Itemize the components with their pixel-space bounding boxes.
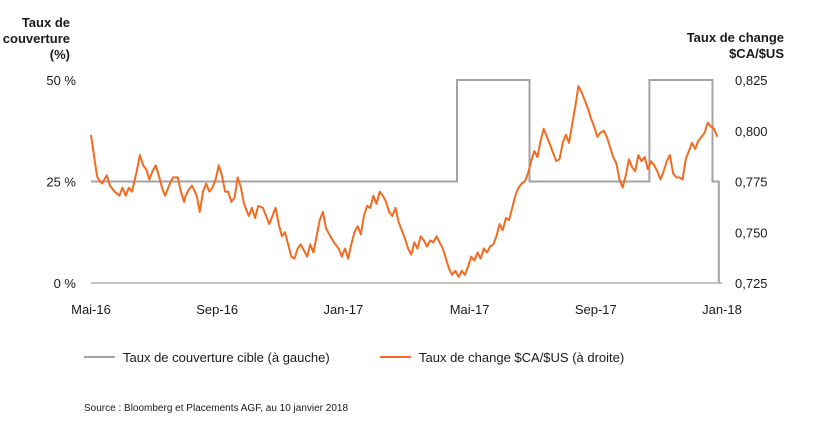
right-axis-ticks: 0,825 0,800 0,775 0,750 0,725 xyxy=(735,73,768,291)
x-tick-label: Sep-17 xyxy=(575,302,617,317)
right-tick-label: 0,775 xyxy=(735,175,768,190)
left-axis-title-line: Taux de xyxy=(22,15,70,30)
x-tick-label: Sep-16 xyxy=(196,302,238,317)
right-tick-label: 0,800 xyxy=(735,124,768,139)
left-tick-label: 0 % xyxy=(54,276,77,291)
right-axis-title-line: Taux de change xyxy=(687,30,784,45)
x-tick-label: Jan-18 xyxy=(702,302,742,317)
right-tick-label: 0,825 xyxy=(735,73,768,88)
right-tick-label: 0,725 xyxy=(735,276,768,291)
legend: Taux de couverture cible (à gauche) Taux… xyxy=(84,350,624,365)
left-tick-label: 25 % xyxy=(46,175,76,190)
x-axis-ticks: Mai-16 Sep-16 Jan-17 Mai-17 Sep-17 Jan-18 xyxy=(71,302,742,317)
right-axis-title-line: $CA/$US xyxy=(729,46,784,61)
x-tick-label: Jan-17 xyxy=(324,302,364,317)
source-note: Source : Bloomberg et Placements AGF, au… xyxy=(84,403,348,414)
series-line-hedge xyxy=(91,79,720,283)
left-axis-title-line: (%) xyxy=(50,47,70,62)
x-tick-label: Mai-17 xyxy=(450,302,490,317)
right-axis-title: Taux de change $CA/$US xyxy=(687,30,785,61)
left-axis-title: Taux de couverture (%) xyxy=(3,15,70,62)
legend-label-fx: Taux de change $CA/$US (à droite) xyxy=(419,350,624,365)
left-tick-label: 50 % xyxy=(46,73,76,88)
legend-label-hedge: Taux de couverture cible (à gauche) xyxy=(123,350,330,365)
series-line-fx xyxy=(90,85,719,278)
x-tick-label: Mai-16 xyxy=(71,302,111,317)
right-tick-label: 0,750 xyxy=(735,225,768,240)
left-axis-title-line: couverture xyxy=(3,31,70,46)
left-axis-ticks: 50 % 25 % 0 % xyxy=(46,73,76,291)
